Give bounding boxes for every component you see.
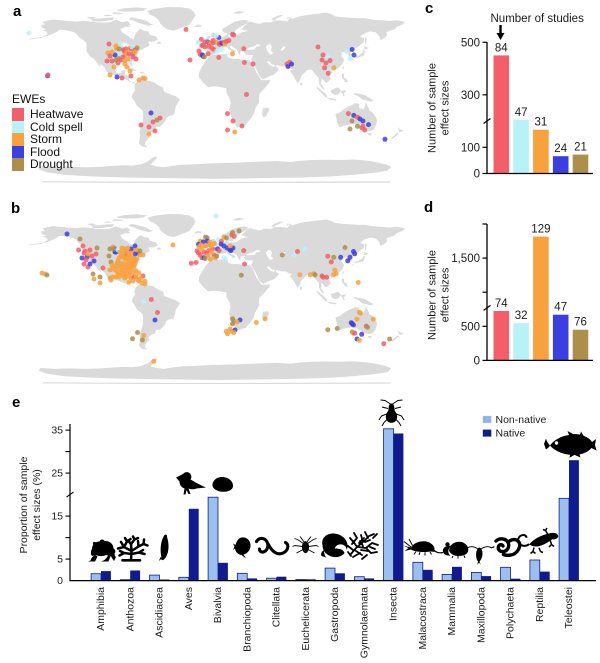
svg-text:500: 500 [461,321,480,333]
svg-text:Number of sample: Number of sample [427,63,439,153]
svg-text:129: 129 [531,224,550,236]
svg-text:Aves: Aves [183,587,195,610]
svg-text:Non-native: Non-native [496,414,547,426]
svg-text:Gastropoda: Gastropoda [329,587,341,642]
svg-text:300: 300 [461,90,480,102]
svg-text:74: 74 [495,298,508,310]
svg-text:0: 0 [474,169,480,181]
svg-text:Gymnolaemata: Gymnolaemata [358,587,370,658]
svg-text:Anthozoa: Anthozoa [124,587,136,632]
svg-text:76: 76 [574,317,587,329]
svg-text:effect sizes: effect sizes [440,80,452,135]
svg-text:31: 31 [535,117,548,129]
svg-text:effect sizes: effect sizes [440,267,452,322]
svg-text:Ascidiacea: Ascidiacea [154,587,166,638]
svg-text:47: 47 [515,107,528,119]
svg-text:Amphibia: Amphibia [95,587,107,631]
svg-text:5: 5 [57,554,63,566]
svg-text:Proportion of sample: Proportion of sample [18,456,30,553]
svg-text:47: 47 [554,302,567,314]
svg-text:Mammalia: Mammalia [446,587,458,636]
svg-text:100: 100 [461,142,480,154]
svg-text:0: 0 [474,355,480,367]
svg-text:35: 35 [51,425,63,437]
svg-text:Native: Native [496,428,526,440]
svg-text:Insecta: Insecta [388,587,400,621]
svg-text:15: 15 [51,511,63,523]
svg-text:Polychaeta: Polychaeta [505,587,517,639]
svg-text:Euchelicerata: Euchelicerata [300,587,312,651]
svg-text:Bivalvia: Bivalvia [212,587,224,623]
svg-text:Number of studies: Number of studies [491,13,585,25]
svg-text:Clitellata: Clitellata [271,587,283,627]
svg-text:Malacostraca: Malacostraca [417,587,429,650]
svg-text:32: 32 [515,310,528,322]
svg-text:1,500: 1,500 [451,253,480,265]
svg-text:500: 500 [461,37,480,49]
svg-text:21: 21 [574,142,587,154]
svg-text:84: 84 [495,42,508,54]
svg-text:0: 0 [57,575,63,587]
svg-text:Maxillopoda: Maxillopoda [475,587,487,643]
svg-text:effect sizes (%): effect sizes (%) [31,469,43,541]
svg-text:Branchiopoda: Branchiopoda [241,587,253,652]
svg-text:25: 25 [51,468,63,480]
svg-text:Teleostei: Teleostei [563,587,575,628]
svg-text:24: 24 [554,143,567,155]
svg-text:Number of sample: Number of sample [427,250,439,340]
svg-text:Reptilia: Reptilia [534,587,546,622]
